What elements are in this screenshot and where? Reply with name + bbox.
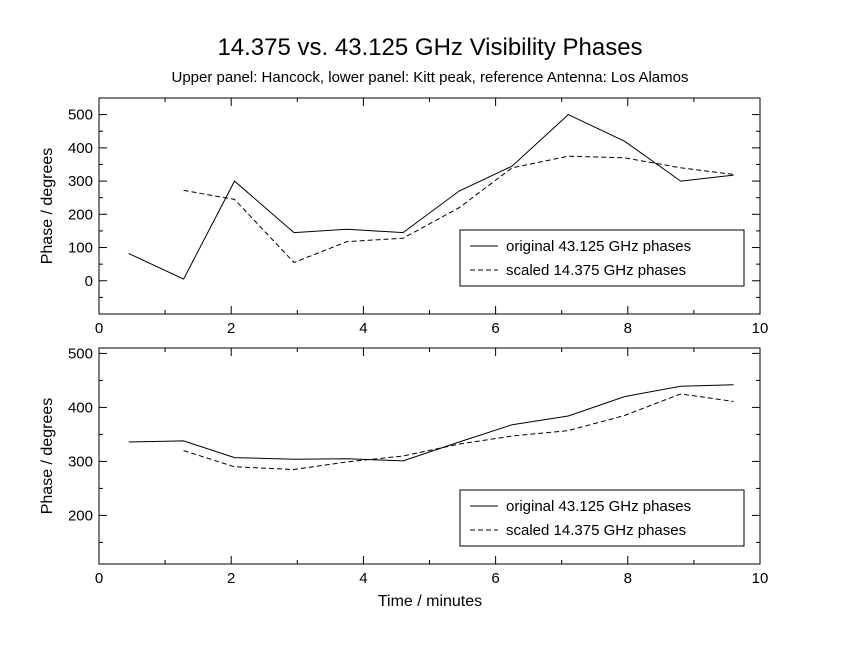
y-tick-label: 100 [68,240,93,257]
legend-label: scaled 14.375 GHz phases [506,262,686,279]
x-tick-label: 10 [752,570,769,587]
legend-box [459,229,745,287]
chart-subtitle: Upper panel: Hancock, lower panel: Kitt … [172,69,689,86]
y-tick-label: 500 [68,345,93,362]
y-tick-label: 200 [68,206,93,223]
x-tick-label: 8 [624,570,632,587]
y-tick-label: 400 [68,140,93,157]
panel-2: 0 2 4 6 8 10 200 300 400 500 Phase / degrees origin… [39,345,768,587]
y-tick-label: 300 [68,453,93,470]
y-axis-label: Phase / degrees [39,148,56,265]
y-tick-label: 400 [68,399,93,416]
x-tick-label: 0 [95,320,103,337]
y-tick-label: 200 [68,507,93,524]
x-tick-label: 8 [624,320,632,337]
x-tick-label: 4 [359,320,367,337]
x-tick-label: 4 [359,570,367,587]
legend-label: original 43.125 GHz phases [506,238,691,255]
legend-label: original 43.125 GHz phases [506,498,691,515]
legend-label: scaled 14.375 GHz phases [506,522,686,539]
legend-box [459,489,745,547]
x-tick-label: 10 [752,320,769,337]
original-phase-line [128,384,734,462]
scaled-phase-line [183,393,734,471]
x-tick-label: 2 [227,570,235,587]
y-tick-label: 0 [85,273,93,290]
y-tick-label: 500 [68,107,93,124]
legend: original 43.125 GHz phases scaled 14.375 … [459,229,745,287]
x-tick-label: 2 [227,320,235,337]
y-tick-label: 300 [68,173,93,190]
x-tick-label: 6 [491,320,499,337]
x-tick-label: 6 [491,570,499,587]
scaled-phase-line [183,155,734,264]
x-tick-label: 0 [95,570,103,587]
legend: original 43.125 GHz phases scaled 14.375 … [459,489,745,547]
x-axis-label: Time / minutes [378,593,482,610]
chart-title: 14.375 vs. 43.125 GHz Visibility Phases [217,34,642,61]
y-axis-label: Phase / degrees [39,398,56,515]
